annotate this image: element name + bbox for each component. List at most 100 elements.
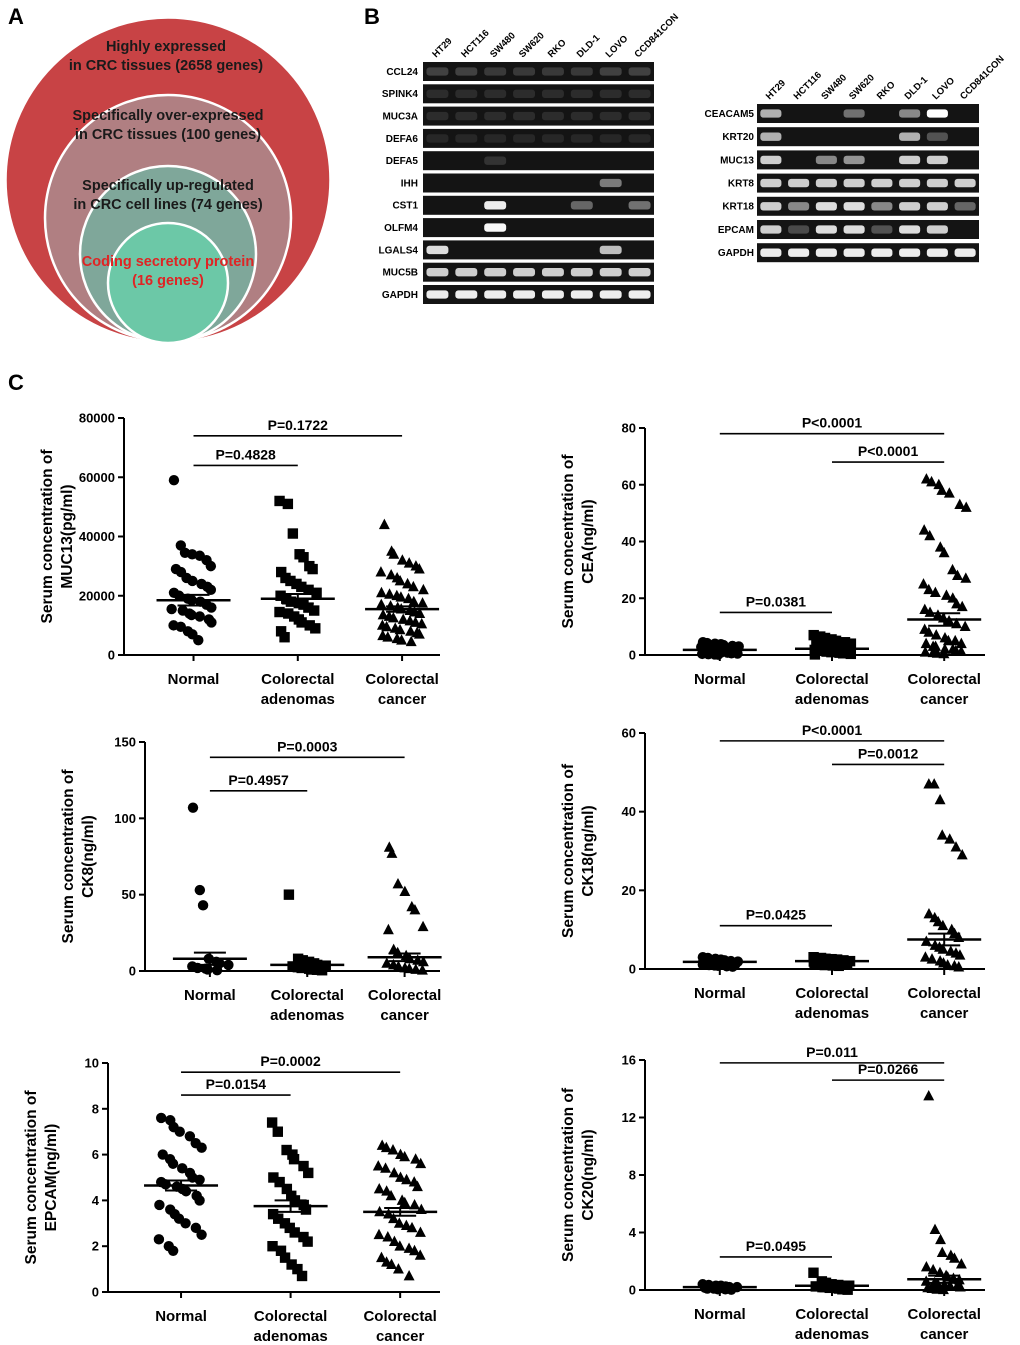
y-axis-label: Serum concentration of [560, 454, 577, 629]
data-point [935, 1233, 947, 1245]
data-point [177, 1163, 188, 1174]
gel-strip [423, 106, 654, 126]
data-point [385, 1189, 397, 1201]
data-point [409, 1244, 420, 1256]
gel-band [926, 109, 948, 118]
data-point [808, 629, 819, 641]
data-point [283, 889, 295, 900]
data-point [386, 847, 398, 858]
data-point [415, 1157, 427, 1169]
data-point [956, 848, 968, 860]
lane-label-left: CCD841CON [632, 12, 681, 61]
data-point [167, 1245, 179, 1256]
gel-band [541, 290, 564, 299]
data-point [311, 587, 322, 598]
data-point [934, 793, 946, 805]
gene-label: DEFA6 [386, 134, 419, 145]
data-point [281, 1144, 292, 1156]
gene-label: KRT20 [722, 132, 754, 143]
data-point [194, 1195, 205, 1206]
venn-level3-line2: in CRC cell lines (74 genes) [73, 197, 263, 213]
y-tick-label: 50 [122, 887, 136, 902]
data-point [833, 960, 844, 972]
gel-band [843, 155, 865, 165]
gel-band [843, 202, 865, 211]
gene-label: MUC5B [382, 268, 418, 279]
category-label: Colorectal [908, 1306, 981, 1323]
lane-label-right: HT29 [764, 78, 788, 102]
gel-band [484, 201, 507, 210]
lane-label-right: RKO [875, 79, 898, 102]
data-point [272, 1126, 283, 1137]
y-tick-label: 150 [114, 735, 136, 750]
data-point [929, 586, 941, 597]
data-point [190, 1222, 202, 1234]
gel-band [599, 111, 622, 121]
data-point [298, 552, 309, 563]
data-point [955, 1258, 967, 1269]
gel-band [426, 67, 449, 76]
data-point [382, 631, 394, 642]
gel-band [899, 248, 921, 257]
gel-band [599, 67, 622, 76]
gel-band [599, 178, 622, 188]
data-point [380, 1162, 392, 1173]
gel-band [513, 67, 536, 76]
gel-strip [757, 150, 979, 170]
venn-level2-line1: Specifically over-expressed [72, 108, 263, 124]
gel-strip [423, 151, 654, 171]
gel-band [815, 178, 837, 188]
y-tick-label: 60000 [79, 470, 115, 485]
p-value-label: P<0.0001 [802, 722, 863, 738]
y-tick-label: 20 [622, 883, 636, 898]
gel-band [815, 248, 837, 257]
data-point [303, 1167, 314, 1179]
gel-band [954, 248, 976, 257]
y-axis-label: EPCAM(ng/ml) [43, 1124, 60, 1232]
gel-band [760, 178, 782, 188]
gel-band [484, 223, 507, 232]
data-point [830, 635, 842, 647]
data-point [960, 572, 972, 583]
gel-band [455, 67, 478, 76]
gel-band [788, 225, 810, 234]
data-point [936, 484, 948, 495]
gene-label: CST1 [392, 201, 418, 212]
p-value-label: P=0.1722 [268, 417, 329, 433]
data-point [918, 578, 929, 589]
data-point [947, 563, 959, 575]
data-point [275, 590, 286, 601]
p-value-label: P=0.4957 [228, 772, 289, 788]
data-point [809, 649, 821, 660]
gel-band [570, 111, 593, 121]
gel-band [484, 134, 507, 143]
y-tick-label: 0 [629, 1283, 636, 1298]
data-point [401, 1173, 413, 1185]
data-point [197, 900, 209, 911]
data-point [275, 626, 287, 637]
gel-band [815, 155, 837, 165]
data-point [310, 623, 321, 634]
data-point [155, 1112, 167, 1124]
data-point [309, 605, 320, 616]
gene-label: MUC3A [382, 112, 418, 123]
data-point [954, 949, 966, 960]
gel-band [899, 202, 921, 211]
data-point [403, 557, 415, 568]
data-point [954, 498, 966, 510]
data-point [939, 643, 951, 654]
data-point [959, 620, 971, 632]
y-tick-label: 6 [92, 1147, 99, 1162]
gene-label: DEFA5 [386, 156, 419, 167]
y-tick-label: 0 [92, 1285, 99, 1300]
data-point [845, 648, 857, 660]
data-point [187, 575, 198, 587]
lane-label-right: SW620 [847, 72, 877, 102]
data-point [279, 1252, 291, 1263]
gel-strip [423, 218, 654, 238]
data-point [196, 1229, 207, 1240]
data-point [410, 963, 422, 974]
data-point [296, 1270, 308, 1282]
data-point [923, 626, 935, 637]
